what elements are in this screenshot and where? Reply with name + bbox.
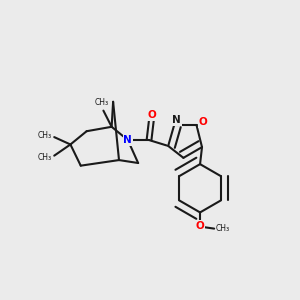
Text: CH₃: CH₃ bbox=[38, 153, 52, 162]
Text: CH₃: CH₃ bbox=[216, 224, 230, 233]
Text: N: N bbox=[124, 135, 132, 145]
Text: CH₃: CH₃ bbox=[38, 131, 52, 140]
Text: N: N bbox=[172, 115, 181, 125]
Text: CH₃: CH₃ bbox=[95, 98, 109, 107]
Text: O: O bbox=[147, 110, 156, 120]
Text: O: O bbox=[199, 117, 207, 127]
Text: O: O bbox=[196, 221, 204, 231]
